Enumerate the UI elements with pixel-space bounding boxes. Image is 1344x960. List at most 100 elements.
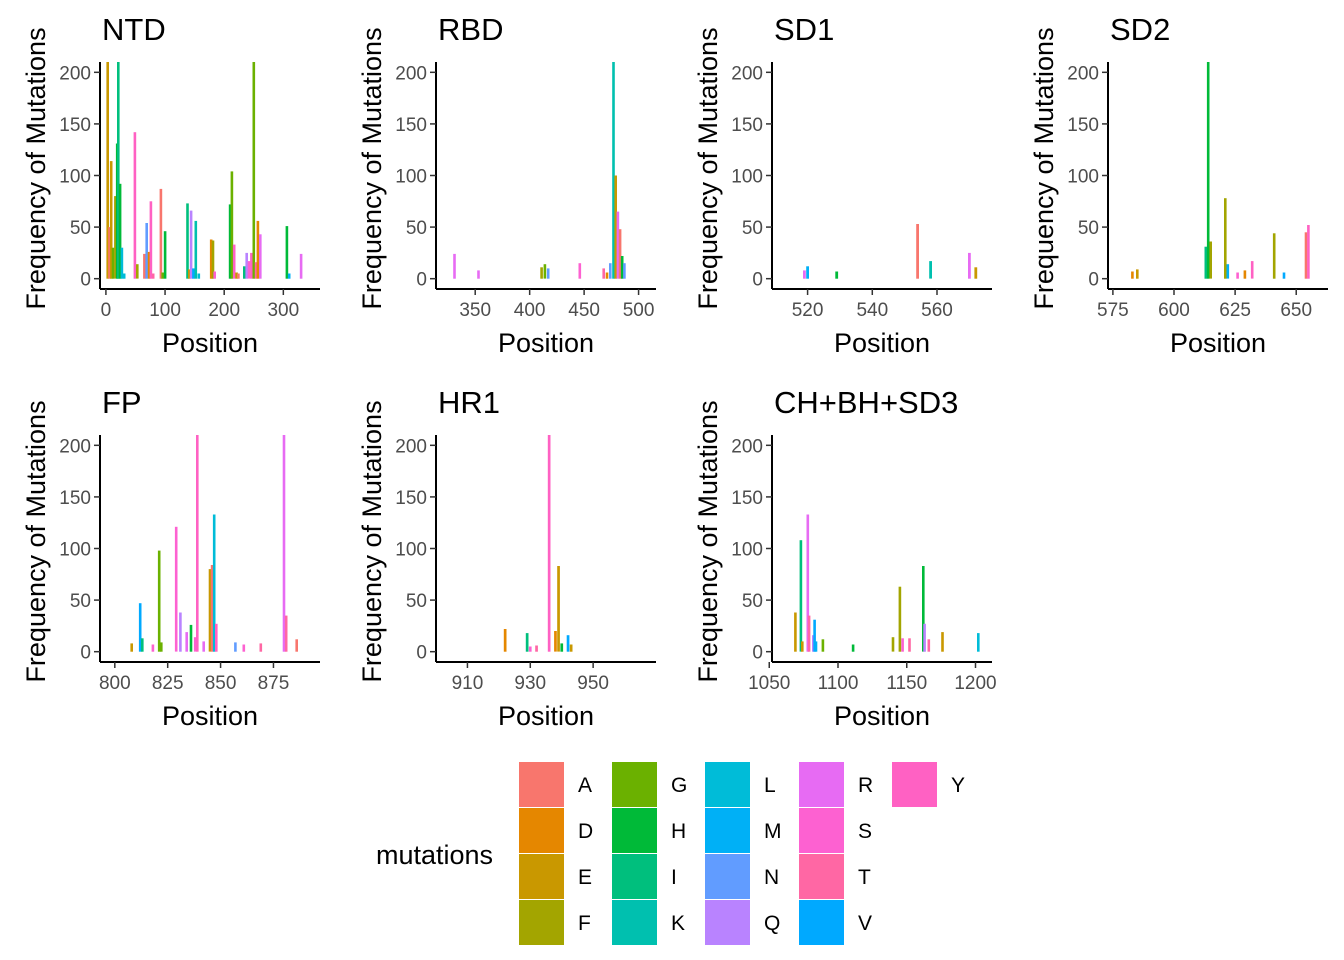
- bar: [174, 526, 178, 652]
- legend-key: [519, 854, 564, 899]
- legend-key: [705, 808, 750, 853]
- legend-label: M: [764, 820, 782, 843]
- bar: [109, 161, 113, 279]
- x-tick-label: 540: [856, 300, 888, 321]
- legend-label: Q: [764, 912, 780, 935]
- y-tick-label: 100: [395, 540, 427, 561]
- bar: [256, 220, 260, 279]
- y-axis-title: Frequency of Mutations: [693, 400, 723, 682]
- bar: [554, 631, 557, 652]
- bar: [194, 220, 198, 279]
- y-axis-title: Frequency of Mutations: [21, 400, 51, 682]
- y-tick-label: 150: [1067, 115, 1099, 136]
- panel-title: RBD: [438, 12, 503, 47]
- bar: [801, 641, 804, 652]
- y-tick-label: 100: [731, 540, 763, 561]
- bar: [1236, 272, 1239, 279]
- legend-label: G: [671, 774, 687, 797]
- bar: [803, 270, 806, 279]
- bar: [235, 272, 238, 279]
- y-tick-label: 150: [59, 488, 91, 509]
- bar: [616, 211, 620, 279]
- x-tick-label: 875: [258, 673, 290, 694]
- bar: [259, 234, 262, 279]
- bar: [161, 272, 164, 279]
- bar: [609, 263, 612, 279]
- legend-key: [705, 854, 750, 899]
- legend-key: [705, 900, 750, 945]
- panel-title: NTD: [102, 12, 166, 47]
- y-tick-label: 0: [752, 643, 763, 664]
- bar: [197, 273, 201, 279]
- bar: [250, 252, 253, 279]
- y-tick-label: 150: [59, 115, 91, 136]
- legend-label: D: [578, 820, 593, 843]
- legend-key: [612, 900, 657, 945]
- bar: [623, 263, 626, 279]
- legend-label: R: [858, 774, 873, 797]
- legend-label: V: [858, 912, 872, 935]
- y-axis-title: Frequency of Mutations: [693, 27, 723, 309]
- legend-key: [705, 762, 750, 807]
- x-axis-title: Position: [834, 328, 930, 358]
- y-tick-label: 50: [742, 591, 763, 612]
- x-tick-label: 850: [205, 673, 237, 694]
- bar: [477, 270, 480, 279]
- bar: [929, 261, 932, 279]
- bar: [122, 273, 126, 279]
- x-axis-title: Position: [498, 328, 594, 358]
- y-tick-label: 50: [70, 218, 91, 239]
- x-tick-label: 400: [514, 300, 546, 321]
- y-tick-label: 100: [59, 540, 91, 561]
- bar: [282, 435, 286, 652]
- y-tick-label: 50: [406, 591, 427, 612]
- legend-label: Y: [951, 774, 965, 797]
- bar: [1250, 261, 1254, 279]
- bar: [974, 267, 978, 279]
- bar: [614, 175, 617, 279]
- facet-panel-ntd: 0 50 100 150 200 0 100 200 300 NTD Position Frequen…: [21, 12, 320, 358]
- bar: [237, 273, 240, 279]
- bar: [254, 262, 258, 279]
- x-tick-label: 300: [267, 300, 299, 321]
- x-tick-label: 1050: [748, 673, 790, 694]
- y-tick-label: 100: [395, 167, 427, 188]
- bar: [208, 569, 212, 652]
- y-tick-label: 0: [80, 643, 91, 664]
- bar: [228, 204, 232, 279]
- legend-key: [519, 808, 564, 853]
- y-tick-label: 200: [59, 63, 91, 84]
- bar: [157, 550, 161, 652]
- bar: [189, 624, 193, 652]
- bar: [908, 638, 911, 652]
- x-tick-label: 950: [577, 673, 609, 694]
- y-tick-label: 150: [395, 488, 427, 509]
- bar: [159, 188, 163, 279]
- bar: [566, 635, 570, 652]
- y-tick-label: 150: [731, 115, 763, 136]
- bar: [242, 644, 246, 652]
- legend-key: [519, 900, 564, 945]
- bar: [106, 62, 109, 279]
- bar: [149, 201, 153, 279]
- facet-panel-ch-bh-sd3: 0 50 100 150 200 1050 1100 1150 1200 CH+BH+SD3 Pos…: [693, 385, 997, 731]
- bar: [799, 540, 803, 652]
- bar: [186, 203, 189, 279]
- bar: [612, 62, 615, 279]
- bar: [141, 638, 144, 652]
- legend-key: [612, 808, 657, 853]
- bar: [835, 271, 839, 279]
- bar: [1282, 272, 1286, 279]
- y-tick-label: 50: [742, 218, 763, 239]
- bar: [151, 273, 155, 279]
- bar: [243, 266, 246, 279]
- bar: [1131, 271, 1134, 279]
- bar: [605, 272, 609, 279]
- legend-label: I: [671, 866, 677, 889]
- x-tick-label: 200: [208, 300, 240, 321]
- bar: [232, 244, 236, 279]
- bar: [252, 62, 256, 279]
- bar: [230, 171, 234, 279]
- panel-title: SD1: [774, 12, 834, 47]
- bar: [209, 239, 213, 279]
